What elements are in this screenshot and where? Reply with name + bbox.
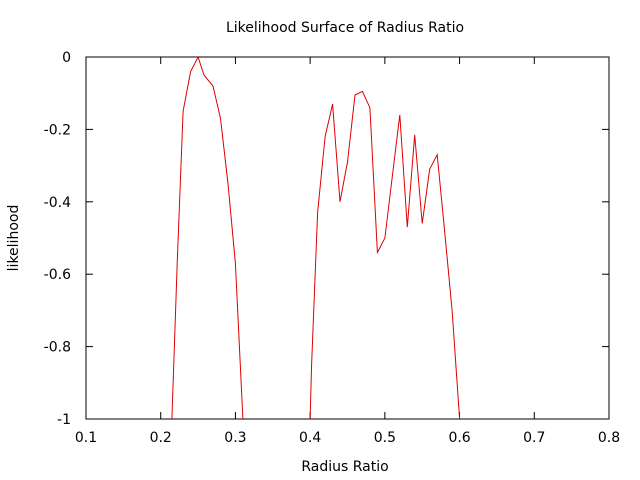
y-tick-label: -0.8: [44, 340, 71, 356]
y-tick-label: -0.6: [44, 267, 71, 283]
y-tick-label: -0.2: [44, 122, 71, 138]
x-tick-label: 0.8: [598, 430, 620, 446]
likelihood-line-segment: [171, 55, 244, 420]
x-tick-label: 0.7: [523, 430, 545, 446]
y-axis-label: likelihood: [6, 205, 22, 272]
likelihood-line-segment: [309, 90, 461, 420]
axes: 0.1 0.2 0.3 0.4 0.5 0.6 0.7 0.8 0 -0.2 -0.4 -0.6 -0.…: [44, 50, 620, 446]
x-axis-label: Radius Ratio: [301, 459, 388, 475]
plot-border: [85, 56, 610, 420]
x-tick-label: 0.6: [448, 430, 470, 446]
x-tick-label: 0.3: [224, 430, 246, 446]
plot-area: [171, 55, 461, 420]
y-tick-label: -0.4: [44, 195, 71, 211]
x-tick-label: 0.1: [75, 430, 97, 446]
chart-title: Likelihood Surface of Radius Ratio: [226, 20, 464, 36]
y-tick-label: -1: [57, 412, 71, 428]
y-tick-label: 0: [62, 50, 71, 66]
x-tick-label: 0.2: [150, 430, 172, 446]
x-tick-label: 0.4: [299, 430, 321, 446]
x-tick-label: 0.5: [374, 430, 396, 446]
